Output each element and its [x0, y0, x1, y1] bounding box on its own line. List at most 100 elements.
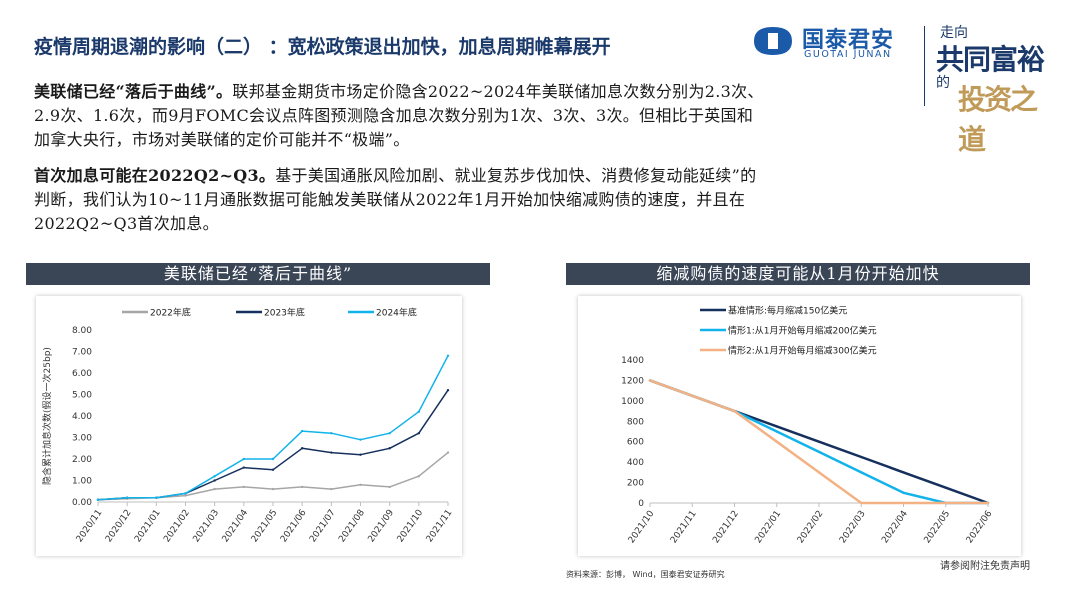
- data-point: [691, 394, 694, 397]
- data-point: [775, 425, 778, 428]
- y-tick-label: 0.00: [72, 498, 92, 508]
- p2-line2: 判断，我们认为10~11月通胀数据可能触发美联储从2022年1月开始加快缩减购债…: [34, 190, 746, 209]
- legend-label: 2023年底: [264, 307, 305, 319]
- data-point: [300, 447, 304, 450]
- x-tick-label: 2022/05: [923, 509, 953, 545]
- y-tick-label: 5.00: [72, 391, 92, 401]
- data-point: [446, 451, 450, 454]
- data-point: [417, 432, 421, 435]
- legend-label: 情形1:从1月开始每月缩减200亿美元: [728, 325, 877, 337]
- logo-mark-icon: [754, 27, 792, 55]
- data-point: [817, 440, 821, 443]
- p1-line1: 联邦基金期货市场定价隐含2022~2024年美联储加息次数分别为2.3次、: [232, 82, 764, 101]
- data-point: [184, 492, 187, 495]
- data-point: [300, 429, 304, 433]
- y-tick-label: 8.00: [72, 326, 92, 336]
- data-point: [775, 430, 778, 433]
- slogan: 走向 共同富裕 的 投资之道: [936, 22, 1056, 156]
- legend-label: 2024年底: [376, 307, 417, 319]
- series-line-1: [97, 389, 449, 501]
- data-point: [902, 491, 905, 494]
- y-tick-label: 600: [627, 438, 644, 448]
- series-line-2: [97, 355, 449, 501]
- slogan-part-3: 的: [936, 75, 950, 91]
- x-tick-label: 2022/04: [880, 509, 910, 546]
- x-tick-label: 2021/04: [221, 508, 251, 545]
- x-tick-label: 2021/03: [191, 508, 221, 544]
- x-tick-label: 2021/11: [669, 509, 699, 545]
- x-tick-label: 2021/12: [711, 509, 741, 545]
- p2-line3: 2022Q2~Q3首次加息。: [34, 214, 219, 233]
- y-tick-label: 200: [627, 479, 644, 489]
- legend-label: 2022年底: [150, 307, 191, 319]
- x-tick-label: 2021/06: [279, 508, 309, 545]
- chart-1-panel: 0.00 1.00 2.00 3.00 4.00 5.00 6.00 7.00 8.00 2020…: [36, 296, 462, 556]
- slogan-part-1: 走向: [940, 25, 968, 41]
- brand-name-en: GUOTAI JUNAN: [804, 49, 892, 60]
- data-point: [648, 379, 652, 382]
- data-point: [271, 457, 275, 461]
- chart-2-banner: 缩减购债的速度可能从1月份开始加快: [566, 263, 1030, 285]
- p1-line2: 2.9次、1.6次，而9月FOMC会议点阵图预测隐含加息次数分别为1次、3次、3…: [34, 106, 754, 125]
- data-point: [417, 410, 421, 413]
- data-point: [184, 494, 187, 497]
- rate-hike-chart: 0.00 1.00 2.00 3.00 4.00 5.00 6.00 7.00 8.00 2020…: [41, 307, 455, 545]
- data-point: [733, 409, 736, 413]
- data-point: [860, 455, 863, 459]
- y-tick-label: 3.00: [72, 434, 92, 444]
- y-tick-label: 800: [627, 417, 644, 427]
- x-tick-label: 2021/08: [337, 508, 367, 545]
- x-tick-label: 2022/06: [965, 509, 995, 546]
- data-point: [330, 487, 333, 491]
- data-point: [213, 475, 216, 478]
- data-point: [271, 468, 275, 471]
- p1-heading: 美联储已经“落后于曲线”。: [34, 82, 233, 101]
- data-point: [902, 471, 905, 474]
- data-point: [359, 483, 362, 486]
- data-point: [817, 450, 821, 454]
- data-point: [388, 447, 391, 450]
- legend-label: 基准情形:每月缩减150亿美元: [728, 305, 847, 317]
- chart-2-panel: 0 200 400 600 800 1000 1200 1400 2021/10 2021/11 2…: [578, 296, 1021, 556]
- x-tick-label: 2021/11: [425, 508, 455, 544]
- x-tick-label: 2021/01: [133, 508, 163, 544]
- data-point: [330, 451, 333, 454]
- chart-1-banner: 美联储已经“落后于曲线”: [26, 263, 490, 285]
- data-point: [242, 485, 246, 489]
- data-point: [359, 438, 362, 441]
- data-point: [213, 487, 216, 491]
- p2-heading: 首次加息可能在2022Q2~Q3。: [34, 166, 276, 185]
- y-tick-label: 4.00: [72, 412, 92, 422]
- data-point: [155, 496, 158, 499]
- y-tick-label: 400: [627, 458, 644, 468]
- slogan-part-2: 共同富裕: [936, 43, 1045, 76]
- paragraph-fed-behind-curve: 美联储已经“落后于曲线”。联邦基金期货市场定价隐含2022~2024年美联储加息…: [34, 80, 924, 152]
- taper-chart: 0 200 400 600 800 1000 1200 1400 2021/10 2021/11 2…: [621, 305, 995, 546]
- data-point: [125, 496, 129, 499]
- data-point: [388, 485, 391, 489]
- x-tick-label: 2021/07: [308, 508, 338, 544]
- data-point: [446, 389, 450, 392]
- data-point: [359, 453, 362, 456]
- data-point: [446, 354, 450, 357]
- data-point: [944, 486, 947, 489]
- data-point: [242, 466, 246, 469]
- x-tick-label: 2021/10: [627, 509, 657, 546]
- data-point: [300, 485, 304, 489]
- data-point: [817, 471, 821, 474]
- x-tick-label: 2022/02: [796, 509, 826, 545]
- page-title: 疫情周期退潮的影响（二） ：宽松政策退出加快，加息周期帷幕展开: [34, 36, 611, 58]
- data-point: [860, 471, 863, 474]
- y-tick-label: 1000: [621, 397, 644, 407]
- data-point: [388, 432, 391, 435]
- x-tick-label: 2022/03: [838, 509, 868, 545]
- disclaimer-link[interactable]: 请参阅附注免责声明: [940, 561, 1030, 572]
- data-point: [271, 487, 275, 491]
- data-point: [775, 440, 778, 443]
- y-tick-label: 6.00: [72, 369, 92, 379]
- p1-line3: 加拿大央行，市场对美联储的定价可能并不“极端”。: [34, 130, 410, 149]
- data-point: [944, 501, 947, 505]
- y-axis-title: 隐含累计加息次数(假设一次25bp): [41, 347, 53, 485]
- header-divider: [924, 26, 925, 106]
- data-point: [902, 501, 905, 505]
